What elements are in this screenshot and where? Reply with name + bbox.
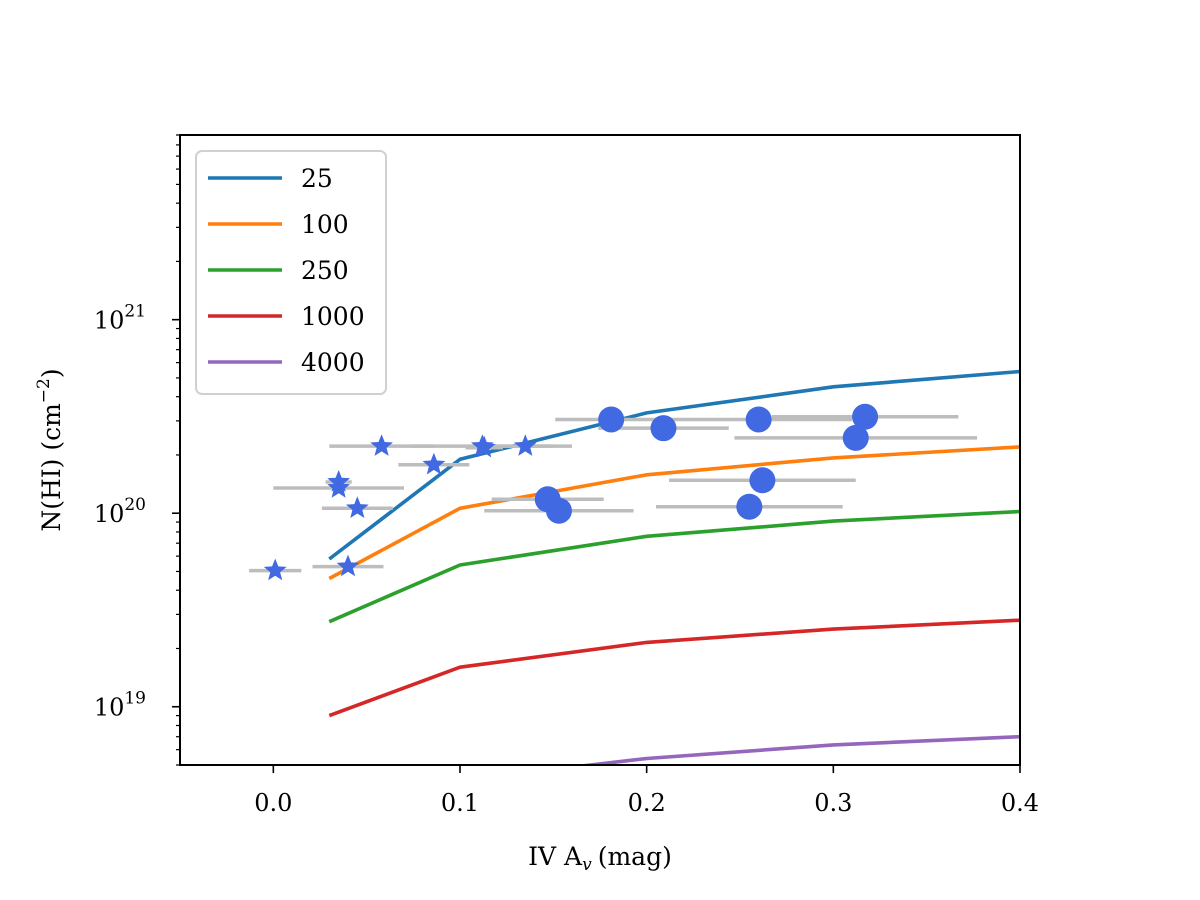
circle-marker	[749, 467, 776, 494]
series-line-1000	[328, 618, 1020, 718]
axis-ticks	[172, 318, 1021, 773]
x-tick-label: 0.3	[814, 789, 852, 817]
star-marker	[472, 435, 496, 458]
series-line-100	[328, 445, 1020, 581]
star-marker	[513, 434, 537, 456]
star-marker	[345, 496, 369, 518]
y-axis-label: N(HI) (cm−2)	[34, 368, 66, 531]
legend-label-25: 25	[301, 164, 333, 193]
circle-marker	[852, 403, 879, 430]
series-line-250	[328, 509, 1020, 624]
series-line-25	[328, 369, 1020, 561]
y-tick-label: 1020	[94, 495, 146, 528]
circle-marker	[745, 406, 772, 433]
star-marker	[336, 554, 360, 577]
y-tick-label: 1019	[94, 689, 146, 722]
series-lines	[328, 369, 1020, 765]
star-marker	[370, 434, 393, 456]
circle-marker	[545, 497, 572, 524]
data-markers	[263, 403, 879, 581]
x-tick-label: 0.1	[441, 789, 479, 817]
tick-labels: 0.0 0.1 0.2 0.3 0.4 1019 1020 1021	[94, 302, 1039, 817]
circle-marker	[650, 415, 677, 442]
circle-marker	[598, 406, 625, 433]
plot-frame	[179, 134, 1021, 766]
legend-frame	[195, 150, 387, 395]
x-tick-label: 0.2	[628, 789, 666, 817]
legend-label-250: 250	[301, 256, 349, 285]
star-marker	[422, 452, 446, 475]
x-axis-label: IV Av (mag)	[528, 842, 672, 875]
x-tick-label: 0.0	[254, 789, 292, 817]
series-line-4000	[574, 734, 1020, 765]
legend-label-4000: 4000	[301, 348, 365, 377]
x-tick-label: 0.4	[1001, 789, 1039, 817]
y-tick-label: 1021	[94, 302, 146, 335]
star-marker	[327, 476, 351, 498]
legend-label-100: 100	[301, 210, 349, 239]
legend-label-1000: 1000	[301, 302, 365, 331]
legend: 25 100 250 1000 4000	[195, 150, 387, 395]
star-marker	[263, 558, 287, 581]
circle-marker	[842, 424, 869, 451]
circle-marker	[736, 493, 763, 520]
